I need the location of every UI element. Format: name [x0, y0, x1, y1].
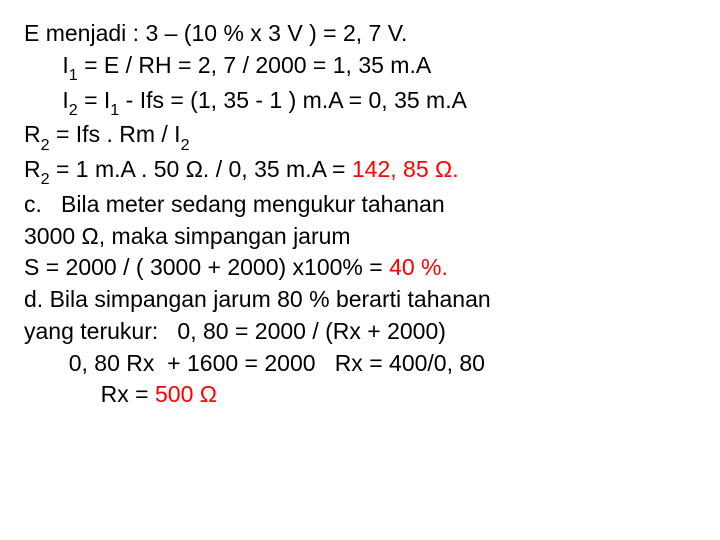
text: = I	[78, 87, 111, 113]
text: d. Bila simpangan jarum 80 % berarti tah…	[24, 286, 491, 312]
line-1: E menjadi : 3 – (10 % x 3 V ) = 2, 7 V.	[24, 18, 700, 50]
line-5: R2 = 1 m.A . 50 Ω. / 0, 35 m.A = 142, 85…	[24, 154, 700, 189]
text: R	[24, 156, 41, 182]
text: R	[24, 121, 41, 147]
text: = E / RH = 2, 7 / 2000 = 1, 35 m.A	[78, 52, 432, 78]
text: - Ifs = (1, 35 - 1 ) m.A = 0, 35 m.A	[119, 87, 467, 113]
line-3: I2 = I1 - Ifs = (1, 35 - 1 ) m.A = 0, 35…	[24, 85, 700, 120]
result-value: 500 Ω	[155, 381, 217, 407]
text: I	[24, 87, 69, 113]
text: 0, 80 Rx + 1600 = 2000 Rx = 400/0, 80	[24, 350, 485, 376]
text: I	[24, 52, 69, 78]
subscript: 2	[41, 170, 50, 188]
text: = 1 m.A . 50 Ω. / 0, 35 m.A =	[50, 156, 352, 182]
text: = Ifs . Rm / I	[50, 121, 181, 147]
subscript: 2	[41, 136, 50, 154]
subscript: 2	[181, 136, 190, 154]
line-11: 0, 80 Rx + 1600 = 2000 Rx = 400/0, 80	[24, 348, 700, 380]
line-6: c. Bila meter sedang mengukur tahanan	[24, 189, 700, 221]
text: yang terukur: 0, 80 = 2000 / (Rx + 2000)	[24, 318, 446, 344]
text: S = 2000 / ( 3000 + 2000) x100% =	[24, 254, 389, 280]
result-value: 142, 85 Ω.	[352, 156, 459, 182]
text: c. Bila meter sedang mengukur tahanan	[24, 191, 445, 217]
subscript: 1	[110, 101, 119, 119]
subscript: 2	[69, 101, 78, 119]
line-2: I1 = E / RH = 2, 7 / 2000 = 1, 35 m.A	[24, 50, 700, 85]
line-12: Rx = 500 Ω	[24, 379, 700, 411]
line-10: yang terukur: 0, 80 = 2000 / (Rx + 2000)	[24, 316, 700, 348]
line-4: R2 = Ifs . Rm / I2	[24, 119, 700, 154]
slide-content: E menjadi : 3 – (10 % x 3 V ) = 2, 7 V. …	[0, 0, 720, 411]
text: Rx =	[24, 381, 155, 407]
line-8: S = 2000 / ( 3000 + 2000) x100% = 40 %.	[24, 252, 700, 284]
line-7: 3000 Ω, maka simpangan jarum	[24, 221, 700, 253]
result-value: 40 %.	[389, 254, 448, 280]
subscript: 1	[69, 66, 78, 84]
line-9: d. Bila simpangan jarum 80 % berarti tah…	[24, 284, 700, 316]
text: E menjadi : 3 – (10 % x 3 V ) = 2, 7 V.	[24, 20, 407, 46]
text: 3000 Ω, maka simpangan jarum	[24, 223, 351, 249]
